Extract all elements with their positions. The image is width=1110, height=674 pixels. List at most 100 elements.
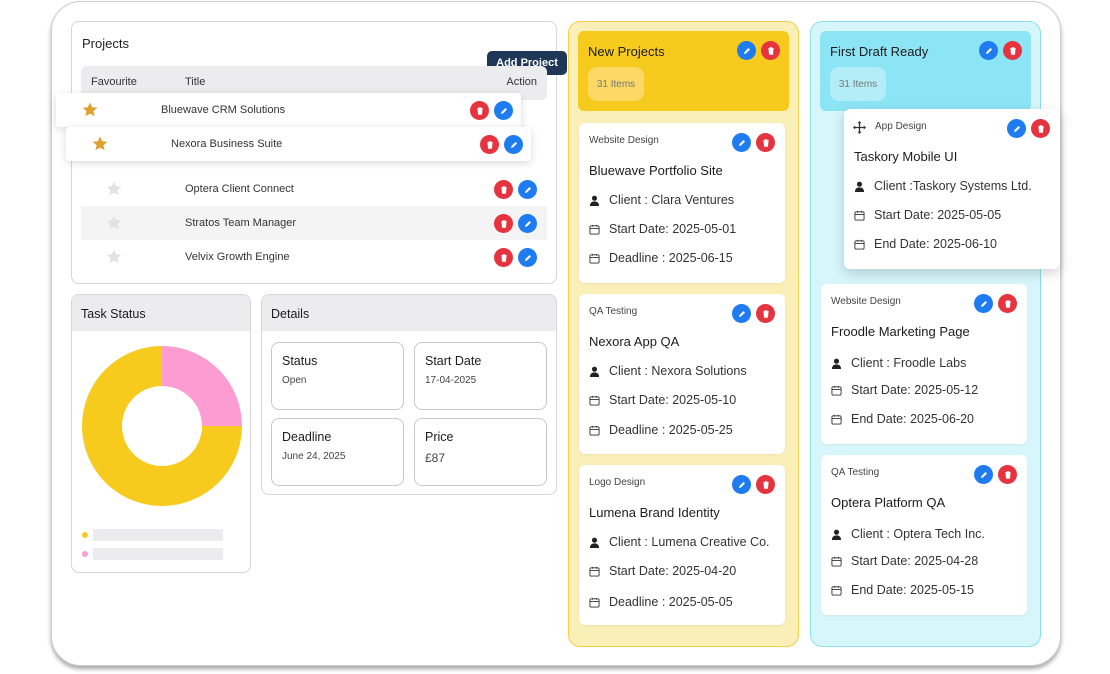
price-label: Price [425,430,454,444]
card-deadline: Deadline : 2025-05-25 [609,423,733,437]
donut-slice [82,346,242,506]
trash-icon [1003,470,1013,480]
delete-button[interactable] [480,135,499,154]
edit-button[interactable] [494,101,513,120]
edit-column-button[interactable] [737,41,756,60]
header-action: Action [506,76,537,88]
delete-button[interactable] [494,248,513,267]
card-client: Client : Lumena Creative Co. [609,535,770,549]
card-start-date: Start Date: 2025-05-01 [609,222,737,236]
project-title: Velvix Growth Engine [185,251,290,263]
project-card[interactable]: Website Design Froodle Marketing Page Cl… [821,284,1027,444]
donut-slice [162,346,242,426]
card-start-date: Start Date: 2025-04-28 [851,554,979,568]
card-category: App Design [875,121,927,132]
star-empty-icon[interactable] [105,180,123,198]
edit-button[interactable] [518,214,537,233]
card-title: Optera Platform QA [831,495,946,510]
card-client: Client : Froodle Labs [851,356,967,370]
card-title: Lumena Brand Identity [589,505,720,520]
delete-button[interactable] [756,304,775,323]
delete-column-button[interactable] [761,41,780,60]
project-card-dragging[interactable]: App Design Taskory Mobile UI Client :Tas… [844,109,1060,269]
star-empty-icon[interactable] [105,214,123,232]
delete-button[interactable] [1031,119,1050,138]
delete-button[interactable] [470,101,489,120]
user-icon [589,366,600,377]
trash-icon [761,480,771,490]
delete-button[interactable] [998,465,1017,484]
star-filled-icon[interactable] [81,101,99,119]
trash-icon [499,185,509,195]
trash-icon [1003,299,1013,309]
edit-button[interactable] [732,304,751,323]
user-icon [831,529,842,540]
calendar-icon [831,585,842,596]
status-value: Open [282,375,307,386]
table-row[interactable]: Stratos Team Manager [81,206,547,240]
table-row-dragging[interactable]: Nexora Business Suite [66,127,531,161]
table-row[interactable]: Optera Client Connect [81,172,547,206]
project-card[interactable]: QA Testing Nexora App QA Client : Nexora… [579,294,785,454]
calendar-icon [831,414,842,425]
task-status-header [72,295,250,331]
delete-button[interactable] [756,133,775,152]
card-client: Client :Taskory Systems Ltd. [874,179,1032,193]
trash-icon [485,140,495,150]
edit-button[interactable] [974,294,993,313]
user-icon [854,181,865,192]
calendar-icon [854,239,865,250]
table-row-dragging[interactable]: Bluewave CRM Solutions [56,93,521,127]
legend-dot [82,532,88,538]
status-box: Status Open [271,342,404,410]
legend-bar [93,548,223,560]
card-title: Bluewave Portfolio Site [589,163,723,178]
calendar-icon [831,385,842,396]
card-category: Website Design [831,296,901,307]
legend-dot [82,551,88,557]
price-value: £87 [425,451,446,465]
delete-button[interactable] [494,180,513,199]
edit-button[interactable] [974,465,993,484]
trash-icon [761,309,771,319]
app-frame: Projects Add Project Favourite Title Act… [51,1,1061,666]
edit-button[interactable] [518,180,537,199]
delete-button[interactable] [756,475,775,494]
project-card[interactable]: Logo Design Lumena Brand Identity Client… [579,465,785,625]
delete-column-button[interactable] [1003,41,1022,60]
star-filled-icon[interactable] [91,135,109,153]
edit-button[interactable] [518,248,537,267]
card-category: Logo Design [589,477,646,488]
edit-column-button[interactable] [979,41,998,60]
project-card[interactable]: QA Testing Optera Platform QA Client : O… [821,455,1027,615]
card-start-date: Start Date: 2025-05-10 [609,393,737,407]
pencil-icon [737,138,747,148]
edit-button[interactable] [504,135,523,154]
item-count-badge: 31 Items [588,67,644,101]
edit-button[interactable] [1007,119,1026,138]
star-empty-icon[interactable] [105,248,123,266]
card-deadline: Deadline : 2025-06-15 [609,251,733,265]
user-icon [589,537,600,548]
project-title: Optera Client Connect [185,183,294,195]
column-header: New Projects 31 Items [578,31,789,111]
table-row[interactable]: Velvix Growth Engine [81,240,547,274]
card-client: Client : Optera Tech Inc. [851,527,985,541]
edit-button[interactable] [732,133,751,152]
header-title: Title [185,76,206,88]
pencil-icon [737,309,747,319]
delete-button[interactable] [998,294,1017,313]
edit-button[interactable] [732,475,751,494]
task-status-title: Task Status [81,307,146,321]
details-title: Details [271,307,310,321]
user-icon [589,195,600,206]
calendar-icon [589,253,600,264]
projects-title: Projects [82,36,129,51]
deadline-value: June 24, 2025 [282,451,346,462]
legend-bar [93,529,223,541]
move-icon[interactable] [853,121,866,134]
details-panel: Details Status Open Start Date 17-04-202… [261,294,557,495]
delete-button[interactable] [494,214,513,233]
project-card[interactable]: Website Design Bluewave Portfolio Site C… [579,123,785,283]
card-category: QA Testing [589,306,638,317]
